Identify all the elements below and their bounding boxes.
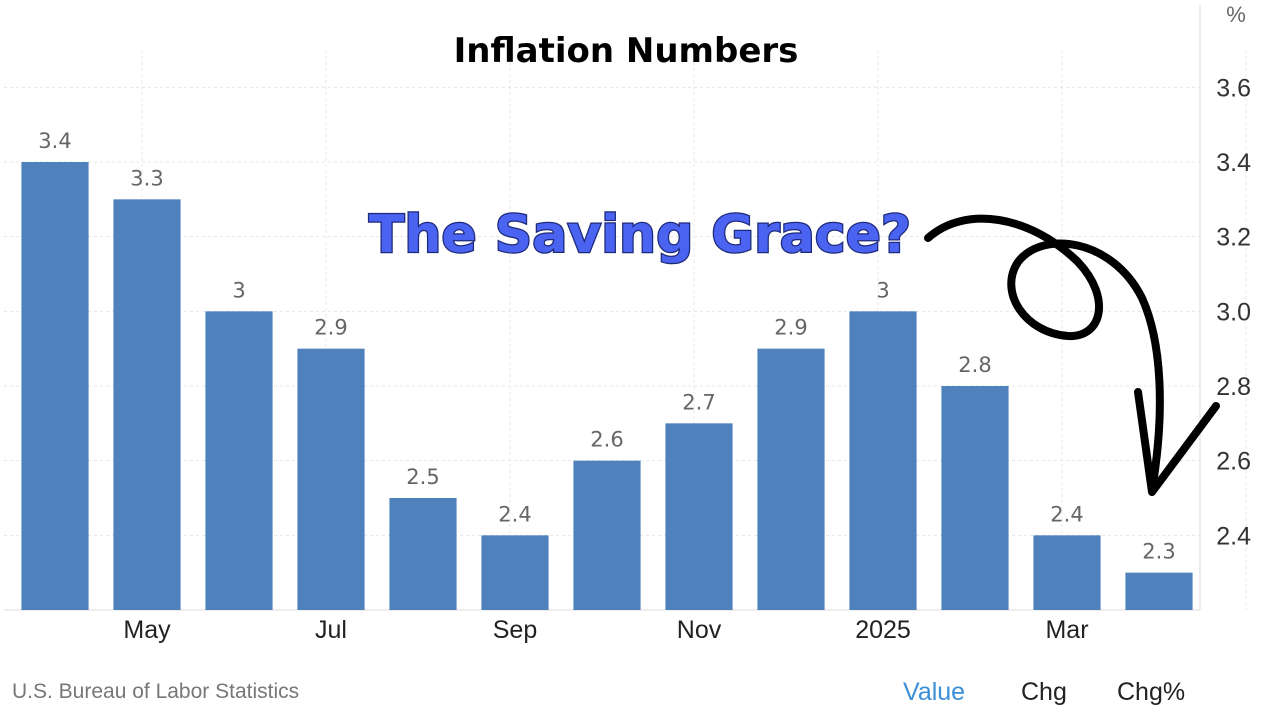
data-label: 2.6: [590, 428, 623, 452]
y-tick-label: 3.4: [1216, 149, 1251, 177]
data-label: 2.4: [498, 502, 531, 526]
y-tick-label: 3.2: [1216, 224, 1251, 252]
bar: [481, 535, 549, 610]
y-unit-label: %: [1226, 2, 1246, 27]
x-tick-label: 2025: [855, 616, 911, 644]
data-label: 3.3: [130, 166, 163, 190]
bar: [941, 386, 1009, 610]
x-tick-label: Sep: [493, 616, 537, 644]
data-label: 2.5: [406, 465, 439, 489]
data-label: 2.4: [1050, 502, 1083, 526]
bar: [113, 199, 181, 611]
source-label: U.S. Bureau of Labor Statistics: [12, 680, 300, 703]
y-tick-label: 2.4: [1216, 522, 1251, 550]
bar: [389, 498, 457, 610]
curly-arrow-icon: [924, 214, 1220, 496]
data-label: 3: [232, 278, 245, 302]
bar: [21, 162, 89, 610]
x-tick-label: May: [123, 616, 171, 644]
tab-chg-percent[interactable]: Chg%: [1117, 678, 1186, 706]
bar: [1033, 535, 1101, 610]
y-axis-ticks: 2.4 2.6 2.8 3.0 3.2 3.4 3.6: [1216, 74, 1251, 550]
bar: [1125, 572, 1193, 610]
x-axis-ticks: May Jul Sep Nov 2025 Mar: [123, 616, 1088, 644]
data-label: 2.9: [774, 316, 807, 340]
annotation-text: The Saving Grace?: [369, 205, 911, 265]
chart-bars: [21, 162, 1193, 611]
tab-chg[interactable]: Chg: [1021, 678, 1067, 706]
data-label: 2.8: [958, 353, 991, 377]
bar: [665, 423, 733, 610]
bar: [849, 311, 917, 610]
bar: [757, 348, 825, 610]
y-tick-label: 3.6: [1216, 74, 1251, 102]
bar: [297, 348, 365, 610]
x-tick-label: Nov: [677, 616, 722, 644]
bar: [205, 311, 273, 610]
bar: [573, 460, 641, 610]
data-label: 2.7: [682, 390, 715, 414]
x-tick-label: Jul: [315, 616, 347, 644]
data-label: 3: [876, 278, 889, 302]
chart-data-labels: 3.4 3.3 3 2.9 2.5 2.4 2.6 2.7 2.9 3 2.8 2.4 2.3: [38, 129, 1175, 564]
chart-title: Inflation Numbers: [454, 31, 799, 71]
data-label: 3.4: [38, 129, 71, 153]
tab-value[interactable]: Value: [903, 678, 966, 706]
y-tick-label: 2.8: [1216, 373, 1251, 401]
x-tick-label: Mar: [1045, 616, 1088, 644]
y-tick-label: 3.0: [1216, 298, 1251, 326]
y-tick-label: 2.6: [1216, 448, 1251, 476]
data-label: 2.9: [314, 316, 347, 340]
data-label: 2.3: [1142, 540, 1175, 564]
